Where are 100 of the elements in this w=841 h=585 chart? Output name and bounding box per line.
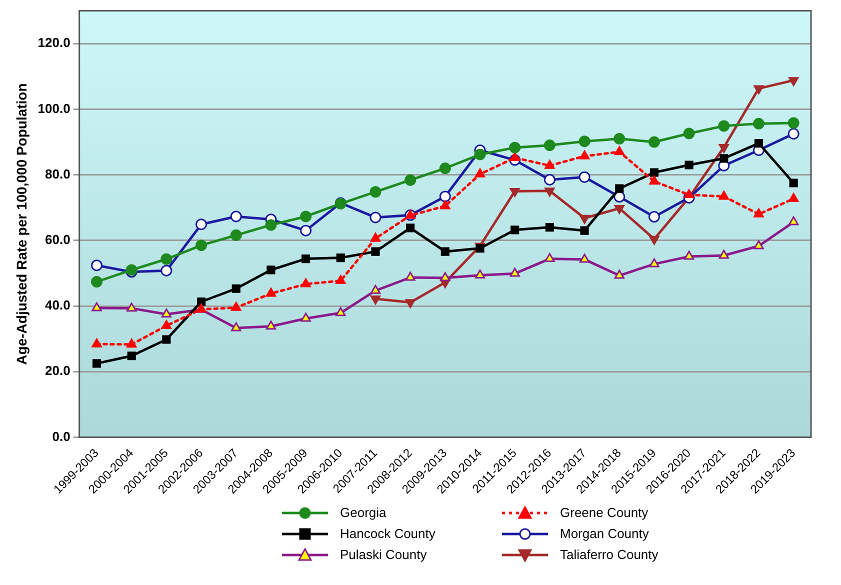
point bbox=[92, 338, 102, 348]
legend-label: Greene County bbox=[560, 505, 648, 520]
y-tick-label: 100.0 bbox=[38, 100, 70, 116]
point bbox=[231, 302, 242, 311]
point bbox=[578, 136, 590, 148]
point bbox=[720, 154, 728, 163]
point bbox=[196, 240, 208, 252]
point bbox=[614, 270, 624, 279]
point bbox=[578, 171, 590, 183]
point bbox=[405, 272, 416, 281]
point bbox=[196, 297, 206, 306]
point bbox=[336, 307, 346, 316]
point bbox=[162, 335, 171, 344]
point bbox=[404, 174, 416, 186]
y-tick-label: 40.0 bbox=[45, 298, 70, 313]
point bbox=[544, 253, 555, 262]
point bbox=[231, 322, 242, 332]
point bbox=[718, 120, 730, 132]
point bbox=[684, 160, 694, 170]
legend-label: Morgan County bbox=[560, 526, 649, 541]
point bbox=[788, 117, 800, 129]
point bbox=[615, 184, 624, 193]
point bbox=[92, 302, 102, 312]
point bbox=[684, 250, 694, 260]
point bbox=[544, 160, 555, 169]
point bbox=[161, 308, 172, 318]
point bbox=[161, 320, 172, 329]
y-tick-label: 80.0 bbox=[45, 166, 70, 182]
point bbox=[614, 132, 626, 144]
point bbox=[439, 190, 451, 202]
point bbox=[510, 268, 520, 277]
point bbox=[579, 214, 590, 224]
legend-label: Hancock County bbox=[340, 526, 436, 541]
point bbox=[544, 140, 556, 152]
point bbox=[371, 247, 380, 256]
point bbox=[300, 224, 312, 236]
y-tick-label: 20.0 bbox=[45, 363, 70, 378]
point bbox=[718, 144, 729, 154]
point bbox=[614, 146, 624, 156]
point bbox=[510, 152, 520, 162]
point bbox=[91, 276, 103, 288]
point bbox=[510, 226, 520, 234]
point bbox=[266, 266, 276, 274]
point bbox=[544, 174, 556, 186]
point bbox=[649, 258, 660, 268]
point bbox=[579, 150, 590, 160]
point bbox=[648, 136, 660, 148]
point bbox=[266, 320, 276, 330]
point bbox=[788, 193, 799, 202]
point bbox=[509, 142, 521, 154]
point bbox=[127, 352, 136, 360]
point bbox=[160, 253, 172, 265]
point bbox=[754, 139, 764, 148]
point bbox=[754, 240, 764, 250]
y-tick-label: 0.0 bbox=[52, 428, 70, 444]
point bbox=[648, 211, 660, 223]
point bbox=[406, 224, 415, 232]
point bbox=[230, 210, 242, 222]
point bbox=[126, 338, 137, 348]
point bbox=[440, 247, 450, 256]
legend-label: Pulaski County bbox=[340, 547, 427, 562]
point bbox=[300, 210, 312, 222]
point bbox=[440, 200, 450, 210]
point bbox=[439, 162, 451, 174]
point bbox=[196, 218, 208, 230]
y-tick-label: 120.0 bbox=[38, 35, 70, 50]
point bbox=[302, 254, 310, 264]
point bbox=[336, 254, 345, 262]
y-tick-label: 60.0 bbox=[45, 232, 70, 247]
point bbox=[265, 219, 277, 231]
point bbox=[92, 359, 102, 368]
point bbox=[230, 229, 242, 241]
legend-label: Taliaferro County bbox=[560, 547, 658, 562]
point bbox=[788, 128, 800, 140]
point bbox=[649, 176, 660, 185]
point bbox=[370, 232, 381, 242]
point bbox=[91, 260, 103, 272]
point bbox=[789, 178, 798, 188]
point bbox=[650, 168, 658, 177]
point bbox=[160, 264, 172, 276]
point bbox=[300, 312, 311, 322]
point bbox=[370, 186, 382, 198]
point bbox=[752, 118, 764, 130]
point bbox=[579, 254, 590, 263]
point bbox=[232, 284, 240, 293]
point bbox=[300, 278, 311, 288]
point bbox=[754, 85, 764, 94]
point bbox=[545, 223, 554, 232]
point bbox=[510, 188, 520, 197]
point bbox=[370, 284, 381, 294]
point bbox=[440, 272, 450, 282]
point bbox=[580, 226, 589, 235]
point bbox=[683, 128, 695, 140]
point bbox=[788, 77, 799, 86]
point bbox=[754, 208, 764, 218]
point bbox=[336, 275, 346, 284]
point bbox=[474, 148, 486, 160]
point bbox=[370, 212, 382, 224]
legend-label: Georgia bbox=[340, 505, 386, 520]
y-axis-title: Age-Adjusted Rate per 100,000 Population bbox=[13, 83, 30, 365]
